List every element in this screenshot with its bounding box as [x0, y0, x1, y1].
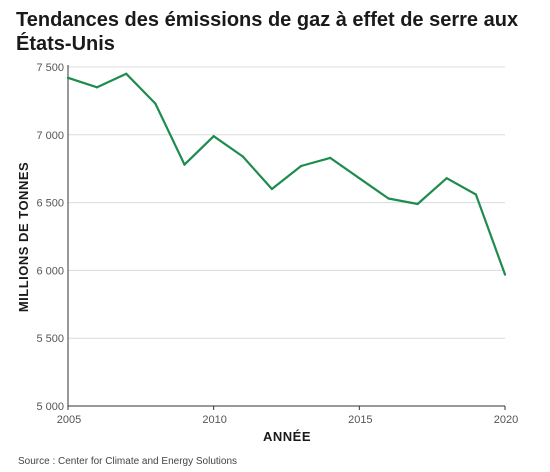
- x-tick-labels: 2005 2010 2015 2020: [57, 414, 518, 426]
- axes: [67, 65, 506, 410]
- data-point: [445, 177, 448, 180]
- data-point: [270, 187, 274, 191]
- series: [66, 72, 507, 276]
- data-point: [125, 72, 128, 75]
- emissions-line: [66, 72, 507, 276]
- y-tick-labels: 5 000 5 500 6 000 6 500 7 000 7 500: [36, 62, 64, 413]
- y-tick-label: 7 000: [36, 130, 64, 142]
- y-tick-label: 7 500: [36, 62, 64, 74]
- gridlines: [68, 66, 505, 407]
- x-tick-label: 2015: [348, 414, 372, 426]
- x-tick-label: 2010: [202, 414, 226, 426]
- y-tick-label: 6 500: [36, 198, 64, 210]
- data-point: [183, 163, 186, 166]
- data-point: [212, 135, 215, 138]
- data-point: [474, 193, 477, 196]
- x-tick-label: 2020: [494, 414, 518, 426]
- data-point: [96, 86, 99, 89]
- y-axis-title: MILLIONS DE TONNES: [16, 162, 31, 312]
- x-axis-title: ANNÉE: [263, 429, 311, 444]
- source-note: Source : Center for Climate and Energy S…: [18, 456, 237, 467]
- data-point: [241, 155, 244, 158]
- chart-title: Tendances des émissions de gaz à effet d…: [16, 9, 519, 55]
- y-tick-label: 5 500: [36, 333, 64, 345]
- x-tick-label: 2005: [57, 414, 81, 426]
- data-point: [503, 273, 507, 276]
- y-tick-label: 5 000: [36, 401, 64, 413]
- data-point: [416, 202, 419, 206]
- data-point: [66, 76, 70, 79]
- data-point: [387, 197, 390, 200]
- y-tick-label: 6 000: [36, 265, 64, 277]
- data-point: [329, 156, 332, 159]
- data-point: [154, 102, 157, 105]
- data-point: [299, 164, 303, 168]
- data-point: [358, 177, 361, 180]
